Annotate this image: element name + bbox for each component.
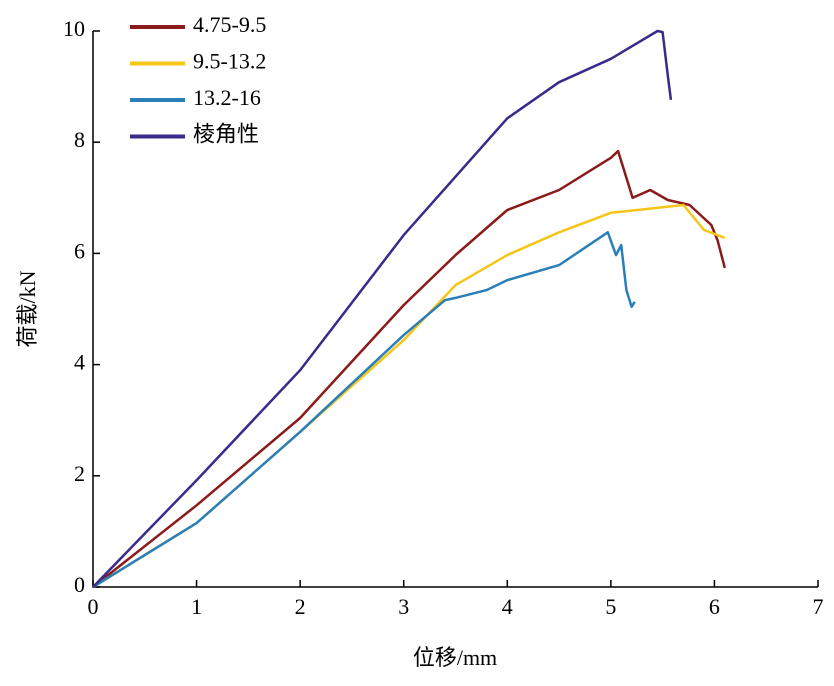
x-tick-label: 2 xyxy=(295,594,306,619)
x-tick-label: 7 xyxy=(813,594,824,619)
y-tick-label: 8 xyxy=(74,127,85,152)
x-tick-label: 4 xyxy=(502,594,513,619)
axes xyxy=(92,31,818,588)
y-tick-label: 0 xyxy=(74,572,85,597)
legend-label: 棱角性 xyxy=(193,122,259,147)
x-tick-label: 6 xyxy=(709,594,720,619)
legend-label: 9.5-13.2 xyxy=(193,49,266,74)
x-tick-label: 1 xyxy=(191,594,202,619)
legend-label: 4.75-9.5 xyxy=(193,12,266,37)
series-line xyxy=(92,231,636,589)
y-tick-label: 4 xyxy=(74,350,85,375)
series-line xyxy=(92,29,673,588)
legend-label: 13.2-16 xyxy=(193,85,261,110)
x-tick-label: 3 xyxy=(398,594,409,619)
y-tick-label: 6 xyxy=(74,238,85,263)
y-axis-label: 荷载/kN xyxy=(15,270,40,347)
x-axis-label: 位移/mm xyxy=(413,645,497,670)
x-tick-label: 0 xyxy=(88,594,99,619)
x-tick-label: 5 xyxy=(605,594,616,619)
y-tick-label: 2 xyxy=(74,461,85,486)
series-line xyxy=(92,149,727,588)
y-tick-label: 10 xyxy=(63,16,85,41)
